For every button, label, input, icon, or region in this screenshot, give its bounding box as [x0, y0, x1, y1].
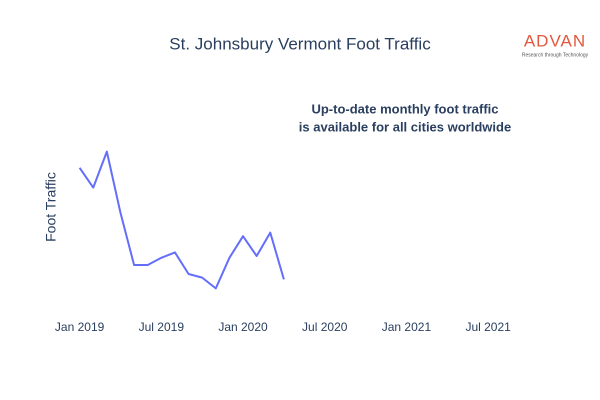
x-tick-label: Jul 2021	[465, 320, 511, 334]
logo-tagline: Research through Technology	[522, 52, 589, 58]
logo: ADVAN	[524, 31, 586, 50]
x-tick-label: Jul 2019	[139, 320, 185, 334]
x-tick-label: Jan 2021	[382, 320, 432, 334]
x-tick-label: Jan 2020	[218, 320, 268, 334]
chart-title: St. Johnsbury Vermont Foot Traffic	[169, 34, 431, 53]
x-tick-label: Jul 2020	[302, 320, 348, 334]
annotation: Up-to-date monthly foot traffic	[311, 101, 498, 116]
x-tick-label: Jan 2019	[55, 320, 105, 334]
y-axis-label: Foot Traffic	[43, 172, 59, 242]
annotation: is available for all cities worldwide	[299, 119, 511, 134]
line	[78, 150, 285, 290]
